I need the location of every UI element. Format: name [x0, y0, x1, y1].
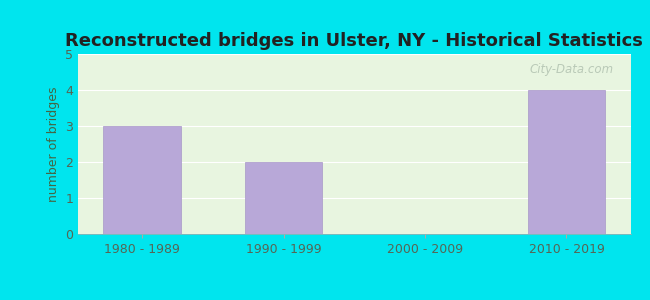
- Bar: [528, 90, 605, 234]
- Text: City-Data.com: City-Data.com: [530, 63, 614, 76]
- Bar: [103, 126, 181, 234]
- Y-axis label: number of bridges: number of bridges: [47, 86, 60, 202]
- Bar: [244, 162, 322, 234]
- Title: Reconstructed bridges in Ulster, NY - Historical Statistics: Reconstructed bridges in Ulster, NY - Hi…: [65, 32, 644, 50]
